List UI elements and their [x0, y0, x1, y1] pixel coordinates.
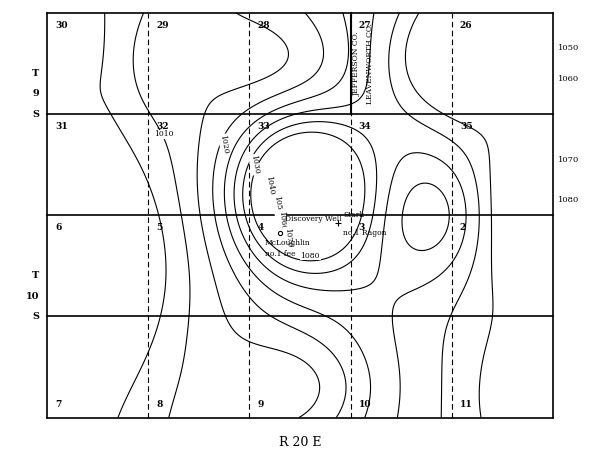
Text: 33: 33 — [257, 122, 270, 131]
Text: no.1 Ragon: no.1 Ragon — [343, 229, 387, 237]
Text: 9: 9 — [32, 89, 39, 98]
Text: 1020: 1020 — [218, 134, 230, 155]
Text: 10: 10 — [359, 400, 371, 410]
Text: 35: 35 — [460, 122, 472, 131]
Text: 32: 32 — [157, 122, 169, 131]
Text: JEFFERSON CO.: JEFFERSON CO. — [353, 31, 361, 96]
Text: 2: 2 — [460, 223, 466, 232]
Text: 34: 34 — [359, 122, 371, 131]
Text: 30: 30 — [55, 21, 68, 30]
Text: R 20 E: R 20 E — [279, 436, 321, 449]
Text: 8: 8 — [157, 400, 163, 410]
Text: 1080: 1080 — [301, 252, 320, 260]
Text: 26: 26 — [460, 21, 472, 30]
Text: 29: 29 — [157, 21, 169, 30]
Text: 1030: 1030 — [249, 154, 260, 175]
Text: 1060: 1060 — [558, 75, 579, 82]
Text: T: T — [32, 271, 39, 280]
Text: 1040: 1040 — [264, 174, 275, 195]
Text: 4: 4 — [257, 223, 264, 232]
Text: McLoughlin: McLoughlin — [265, 240, 310, 247]
Text: no.1 fee: no.1 fee — [265, 250, 295, 258]
Text: 1050: 1050 — [272, 195, 283, 215]
Text: 1070: 1070 — [558, 155, 579, 164]
Text: 9: 9 — [257, 400, 264, 410]
Text: 1080: 1080 — [558, 196, 579, 204]
Text: S: S — [32, 110, 39, 119]
Text: S: S — [32, 312, 39, 321]
Text: 6: 6 — [55, 223, 62, 232]
Text: 3: 3 — [359, 223, 365, 232]
Text: 1060: 1060 — [277, 210, 287, 230]
Text: 11: 11 — [460, 400, 473, 410]
Text: 1010: 1010 — [154, 130, 173, 138]
Text: Discovery Well: Discovery Well — [285, 215, 341, 223]
Text: 27: 27 — [359, 21, 371, 30]
Text: 31: 31 — [55, 122, 68, 131]
Text: 7: 7 — [55, 400, 61, 410]
Text: LEAVENWORTH CO.: LEAVENWORTH CO. — [366, 23, 374, 104]
Text: 10: 10 — [26, 292, 39, 301]
Text: 1050: 1050 — [558, 44, 579, 52]
Text: T: T — [32, 69, 39, 78]
Text: 1070: 1070 — [283, 227, 293, 247]
Text: Stark: Stark — [343, 211, 364, 219]
Text: 5: 5 — [157, 223, 163, 232]
Text: 28: 28 — [257, 21, 270, 30]
